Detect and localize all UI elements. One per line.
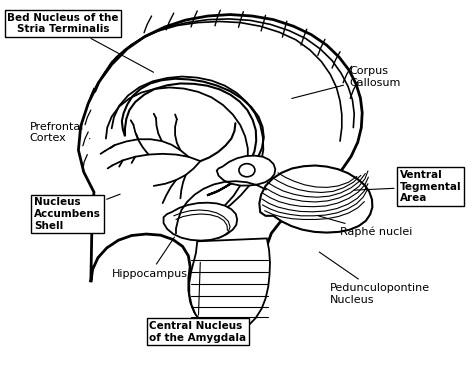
Text: Pedunculopontine
Nucleus: Pedunculopontine Nucleus bbox=[319, 252, 430, 305]
Polygon shape bbox=[217, 156, 275, 186]
Text: Ventral
Tegmental
Area: Ventral Tegmental Area bbox=[354, 170, 462, 203]
Text: Prefrontal
Cortex: Prefrontal Cortex bbox=[30, 122, 90, 143]
Text: Raphé nuclei: Raphé nuclei bbox=[319, 216, 412, 238]
Text: Hippocampus: Hippocampus bbox=[112, 237, 188, 279]
Text: Bed Nucleus of the
Stria Terminalis: Bed Nucleus of the Stria Terminalis bbox=[7, 12, 154, 72]
Polygon shape bbox=[259, 165, 373, 232]
Polygon shape bbox=[122, 79, 264, 195]
Polygon shape bbox=[164, 203, 237, 240]
Text: Nucleus
Accumbens
Shell: Nucleus Accumbens Shell bbox=[34, 194, 120, 231]
Polygon shape bbox=[189, 238, 270, 332]
Text: Corpus
Callosum: Corpus Callosum bbox=[292, 67, 400, 98]
Text: Central Nucleus
of the Amygdala: Central Nucleus of the Amygdala bbox=[149, 262, 246, 343]
Polygon shape bbox=[78, 15, 362, 329]
